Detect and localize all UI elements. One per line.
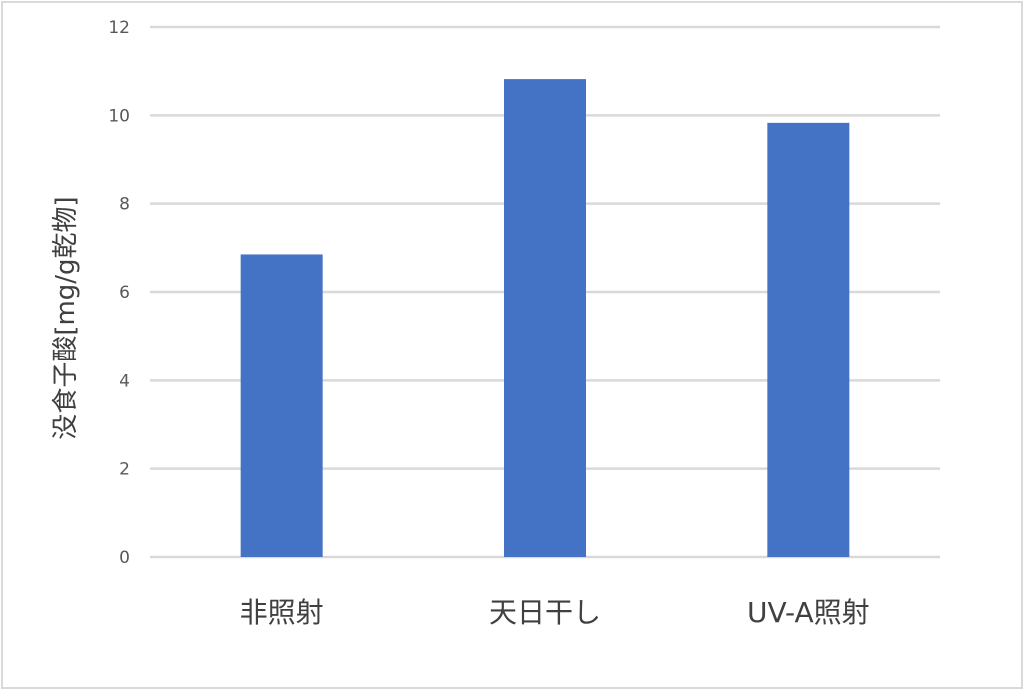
y-tick-label: 10 [108,106,130,126]
y-tick-label: 2 [119,460,130,480]
bar [240,254,323,558]
bar [767,122,850,557]
x-category-label: UV-A照射 [747,596,870,629]
y-tick-label: 6 [119,283,130,303]
bar [504,79,586,557]
x-category-label: 天日干し [489,596,601,629]
y-tick-label: 8 [119,195,130,215]
y-tick-label: 4 [119,371,130,391]
y-axis-label: 没食子酸[mg/g乾物] [51,196,81,439]
y-tick-label: 12 [108,18,130,38]
y-tick-label: 0 [119,548,130,568]
x-category-label: 非照射 [240,596,324,629]
